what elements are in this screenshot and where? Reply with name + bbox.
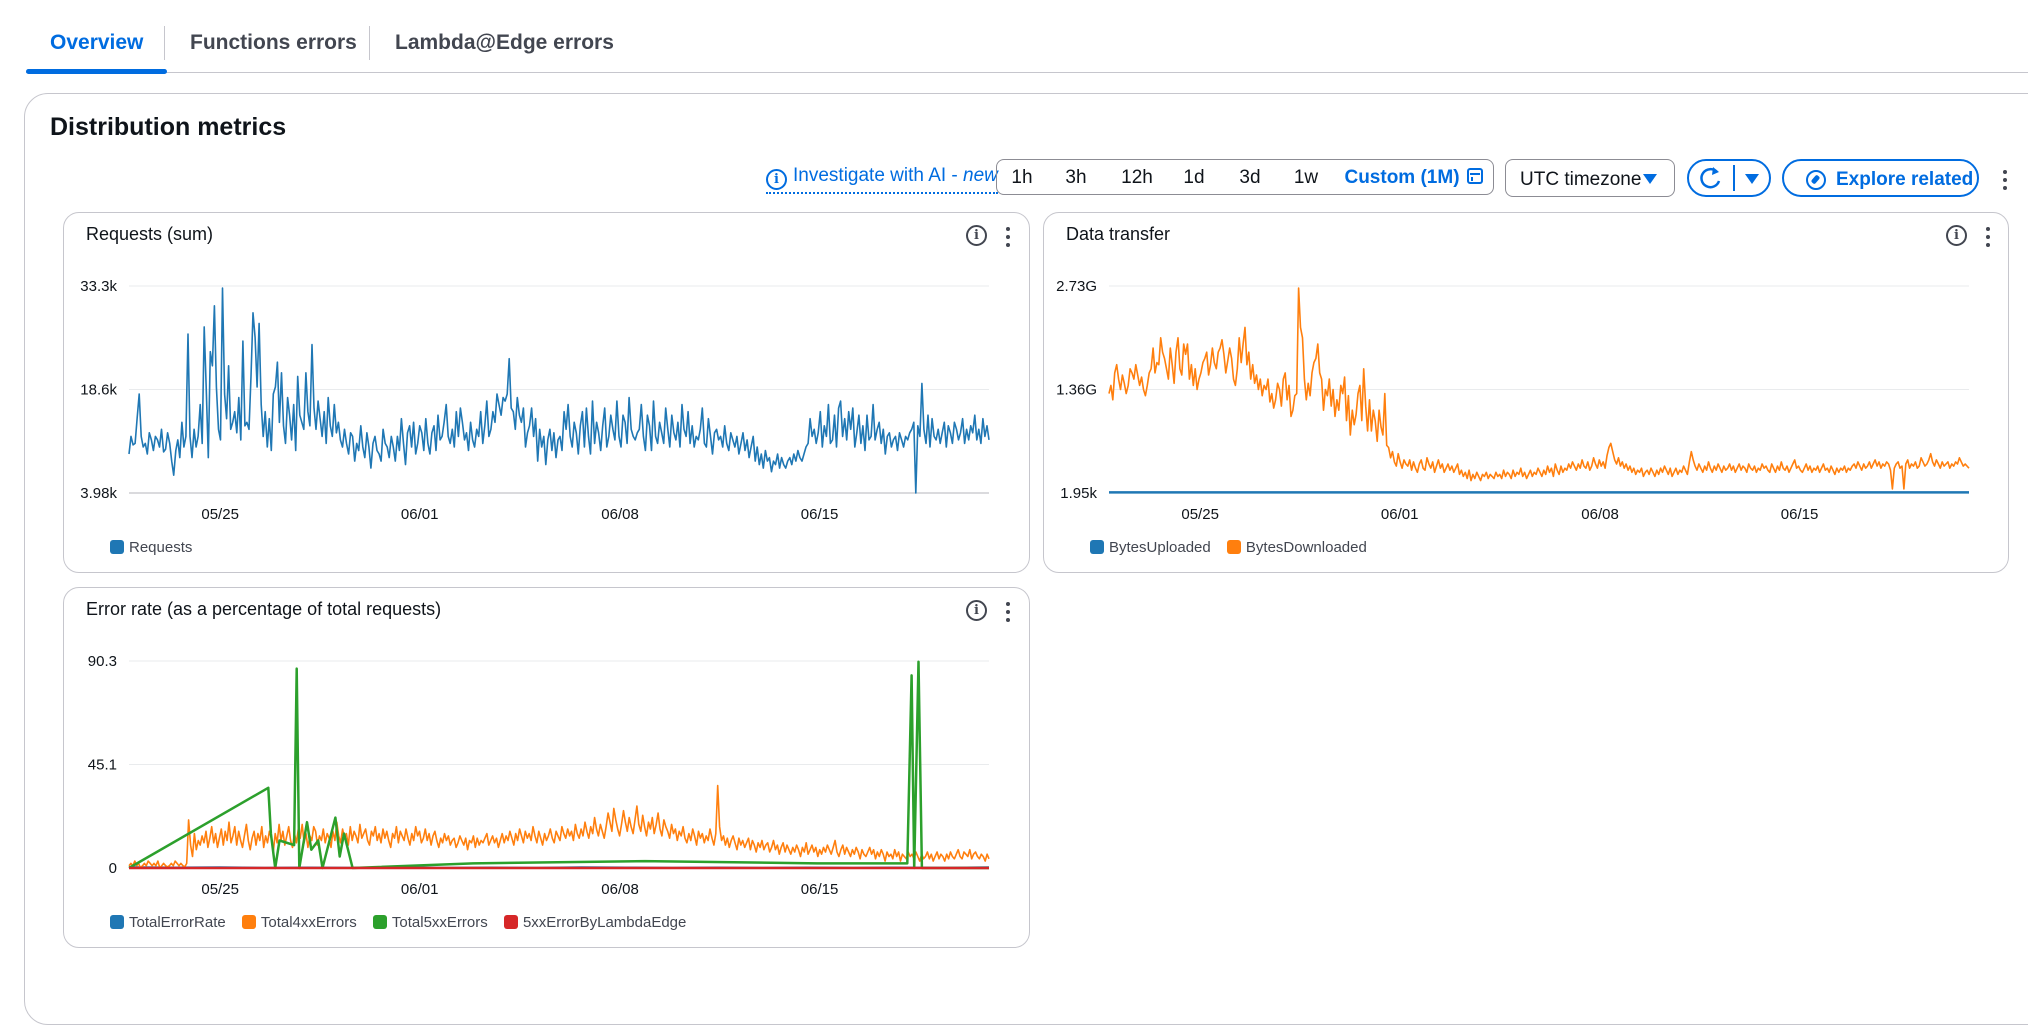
error-rate-chart: 90.3 45.1 0 05/25 06/01 06/08 06/15 — [88, 653, 990, 898]
y-tick-label: 1.36G — [1056, 382, 1097, 399]
requests-widget: Requests (sum) i 33.3k 18.6k 3.98k 05/25 06/… — [63, 212, 1030, 573]
legend-item-bytes-downloaded[interactable]: BytesDownloaded — [1226, 539, 1367, 556]
chart-legend: Requests — [110, 539, 204, 556]
range-12h[interactable]: 12h — [1121, 167, 1153, 188]
compass-icon — [1806, 170, 1826, 190]
series-line-Requests — [128, 287, 990, 494]
legend-item-bytes-uploaded[interactable]: BytesUploaded — [1090, 539, 1211, 556]
timezone-label: UTC timezone — [1520, 169, 1642, 190]
y-tick-label: 2.73G — [1056, 278, 1097, 295]
legend-item-requests[interactable]: Requests — [110, 539, 192, 556]
refresh-icon — [1700, 167, 1721, 189]
range-3d[interactable]: 3d — [1239, 167, 1261, 188]
range-1h[interactable]: 1h — [1011, 167, 1033, 188]
range-3h[interactable]: 3h — [1065, 167, 1087, 188]
x-tick-label: 06/08 — [1581, 506, 1619, 523]
refresh-button[interactable] — [1689, 161, 1733, 195]
data-transfer-widget: Data transfer i 2.73G 1.36G 1.95k 05/25 06/0… — [1043, 212, 2009, 573]
data-transfer-chart: 2.73G 1.36G 1.95k 05/25 06/01 06/08 06/15 — [1056, 278, 1970, 523]
x-tick-label: 06/15 — [1781, 506, 1819, 523]
chart-legend: BytesUploaded BytesDownloaded — [1090, 539, 1379, 556]
widget-title: Error rate (as a percentage of total req… — [86, 599, 442, 619]
widget-more-icon[interactable] — [1005, 225, 1011, 249]
y-tick-label: 90.3 — [88, 653, 117, 670]
error-rate-widget: Error rate (as a percentage of total req… — [63, 587, 1030, 948]
explore-related-label: Explore related — [1836, 169, 1974, 190]
x-tick-label: 06/15 — [801, 506, 839, 523]
widget-more-icon[interactable] — [1985, 225, 1991, 249]
series-line-Total4xxErrors — [128, 784, 990, 869]
series-line-BytesDownloaded — [1108, 287, 1970, 490]
series-line-Total5xxErrors — [128, 660, 989, 870]
ai-link-new: new — [963, 165, 998, 186]
refresh-divider — [1733, 165, 1735, 191]
x-tick-label: 05/25 — [201, 506, 239, 523]
time-range-selector: 1h 3h 12h 1d 3d 1w Custom (1M) — [996, 159, 1494, 195]
x-tick-label: 05/25 — [1181, 506, 1219, 523]
legend-item-5xx-error-by-lambda-edge[interactable]: 5xxErrorByLambdaEdge — [503, 914, 686, 931]
legend-item-total-error-rate[interactable]: TotalErrorRate — [110, 914, 226, 931]
x-tick-label: 06/08 — [601, 506, 639, 523]
tab-divider — [369, 26, 370, 60]
timezone-select[interactable]: UTC timezone — [1505, 159, 1675, 197]
y-tick-label: 45.1 — [88, 757, 117, 774]
y-tick-label: 3.98k — [80, 485, 117, 502]
range-1d[interactable]: 1d — [1183, 167, 1205, 188]
calendar-icon[interactable] — [1467, 168, 1483, 184]
tab-overview[interactable]: Overview — [26, 0, 168, 74]
explore-related-button[interactable]: Explore related — [1782, 159, 1979, 197]
widget-title: Requests (sum) — [86, 224, 214, 244]
y-tick-label: 0 — [109, 860, 117, 877]
info-icon: i — [766, 169, 787, 190]
range-1w[interactable]: 1w — [1293, 167, 1319, 188]
x-tick-label: 06/01 — [1381, 506, 1419, 523]
ai-link-text: Investigate with AI - — [793, 165, 964, 186]
info-icon[interactable]: i — [966, 225, 987, 246]
panel-more-icon[interactable] — [2002, 168, 2008, 192]
info-icon[interactable]: i — [1946, 225, 1967, 246]
legend-item-total-5xx-errors[interactable]: Total5xxErrors — [372, 914, 488, 931]
investigate-ai-link[interactable]: i Investigate with AI - new — [766, 165, 998, 194]
tab-bar: Overview Functions errors Lambda@Edge er… — [26, 0, 2028, 74]
x-tick-label: 06/15 — [801, 881, 839, 898]
y-tick-label: 33.3k — [80, 278, 117, 295]
refresh-interval-dropdown[interactable] — [1735, 161, 1769, 195]
x-tick-label: 06/08 — [601, 881, 639, 898]
legend-item-total-4xx-errors[interactable]: Total4xxErrors — [241, 914, 357, 931]
y-tick-label: 1.95k — [1060, 485, 1097, 502]
caret-down-icon — [1643, 174, 1657, 184]
chart-legend: TotalErrorRate Total4xxErrors Total5xxEr… — [110, 914, 698, 931]
range-custom[interactable]: Custom (1M) — [1344, 167, 1460, 188]
widget-more-icon[interactable] — [1005, 600, 1011, 624]
x-tick-label: 05/25 — [201, 881, 239, 898]
tab-lambda-edge-errors[interactable]: Lambda@Edge errors — [395, 31, 614, 54]
y-tick-label: 18.6k — [80, 382, 117, 399]
x-tick-label: 06/01 — [401, 881, 439, 898]
x-tick-label: 06/01 — [401, 506, 439, 523]
caret-down-icon — [1745, 174, 1759, 184]
requests-chart: 33.3k 18.6k 3.98k 05/25 06/01 06/08 06/15 — [80, 278, 990, 523]
refresh-button-group — [1687, 159, 1771, 197]
info-icon[interactable]: i — [966, 600, 987, 621]
widget-title: Data transfer — [1066, 224, 1171, 244]
panel-title: Distribution metrics — [50, 113, 287, 141]
tab-functions-errors[interactable]: Functions errors — [190, 31, 357, 54]
tab-divider — [164, 26, 165, 60]
